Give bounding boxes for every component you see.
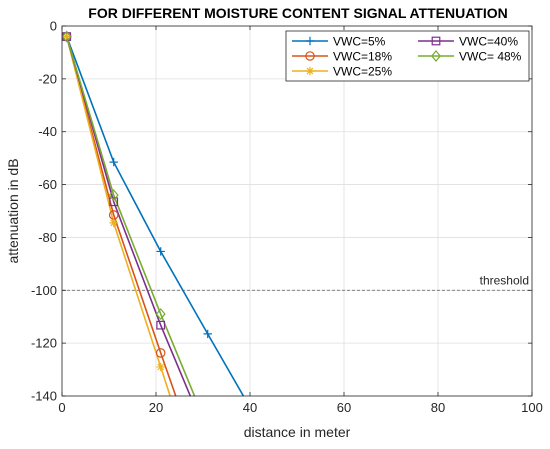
- legend-label: VWC=18%: [333, 50, 392, 64]
- series-line-3: [65, 36, 171, 396]
- y-axis-label: attenuation in dB: [5, 158, 21, 263]
- x-tick-label: 40: [243, 400, 257, 415]
- series-point-1: [156, 247, 165, 256]
- y-tick-label: -100: [31, 283, 57, 298]
- y-tick-label: -120: [31, 336, 57, 351]
- series-point-5: [155, 308, 166, 321]
- chart-title: FOR DIFFERENT MOISTURE CONTENT SIGNAL AT…: [88, 5, 507, 21]
- axes-box: [61, 25, 533, 397]
- y-tick-label: -80: [38, 230, 57, 245]
- series-point-2: [155, 348, 166, 358]
- plot-area: [65, 36, 245, 396]
- y-ticks: 0 -20 -40 -60 -80 -100 -120 -140: [31, 19, 532, 404]
- x-ticks: 0 20 40 60 80 100: [58, 26, 543, 415]
- legend-marker: [305, 66, 315, 76]
- legend-marker: [431, 36, 441, 46]
- y-tick-label: 0: [50, 19, 57, 34]
- x-axis-label: distance in meter: [244, 424, 351, 440]
- y-tick-label: -20: [38, 71, 57, 86]
- threshold-label: threshold: [480, 273, 529, 287]
- series-point-4: [156, 320, 166, 330]
- series-line-4: [65, 36, 192, 396]
- series-point-5: [61, 30, 72, 43]
- x-tick-label: 0: [58, 400, 65, 415]
- legend-label: VWC=40%: [459, 35, 518, 49]
- legend-marker: [431, 50, 441, 62]
- legend-marker: [305, 51, 315, 61]
- y-tick-label: -60: [38, 177, 57, 192]
- threshold-layer: threshold: [62, 273, 532, 291]
- x-tick-label: 80: [431, 400, 445, 415]
- series-point-4: [109, 197, 119, 207]
- x-tick-label: 20: [149, 400, 163, 415]
- x-tick-label: 100: [521, 400, 543, 415]
- series-point-3: [156, 362, 165, 372]
- series-point-5: [108, 189, 119, 202]
- legend-marker: [305, 36, 315, 46]
- legend-label: VWC=25%: [333, 65, 392, 79]
- series-line-1: [65, 36, 245, 396]
- grid: [61, 25, 533, 397]
- series-point-3: [109, 218, 118, 228]
- series-point-1: [109, 157, 118, 167]
- series-line-5: [65, 36, 196, 396]
- y-tick-label: -140: [31, 389, 57, 404]
- series-line-2: [65, 36, 177, 396]
- legend-label: VWC= 48%: [459, 50, 522, 64]
- series-point-1: [203, 329, 212, 339]
- series-markers: [61, 30, 212, 372]
- series-lines: [65, 36, 245, 396]
- legend-label: VWC=5%: [333, 35, 386, 49]
- series-point-3: [62, 32, 71, 41]
- legend: VWC=5%VWC=18%VWC=25% VWC=40%VWC= 48%: [285, 30, 530, 82]
- y-tick-label: -40: [38, 124, 57, 139]
- x-tick-label: 60: [337, 400, 351, 415]
